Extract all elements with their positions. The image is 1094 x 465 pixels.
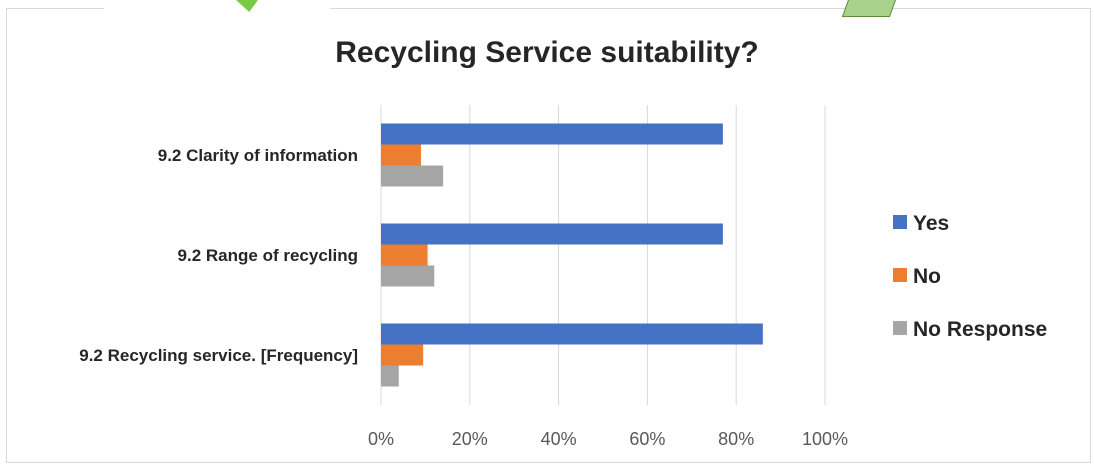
legend-swatch xyxy=(893,268,907,282)
bar xyxy=(381,323,763,345)
category-label: 9.2 Clarity of information xyxy=(158,146,358,165)
legend-swatch xyxy=(893,215,907,229)
legend-label: Yes xyxy=(913,212,949,235)
legend-swatch xyxy=(893,321,907,335)
bar xyxy=(381,244,428,266)
x-tick-label: 0% xyxy=(368,429,394,449)
bar xyxy=(381,223,723,245)
legend-label: No xyxy=(913,265,941,288)
x-tick-label: 80% xyxy=(718,429,754,449)
bar xyxy=(381,365,399,387)
decorative-banner-left xyxy=(104,0,330,14)
bar xyxy=(381,344,424,366)
chart-title: Recycling Service suitability? xyxy=(335,36,759,69)
x-tick-label: 60% xyxy=(629,429,665,449)
category-label: 9.2 Range of recycling xyxy=(178,246,358,265)
x-tick-label: 20% xyxy=(452,429,488,449)
bar xyxy=(381,265,435,287)
x-tick-label: 40% xyxy=(541,429,577,449)
x-tick-label: 100% xyxy=(802,429,848,449)
bar xyxy=(381,123,723,145)
bar xyxy=(381,144,421,166)
bar xyxy=(381,165,444,187)
legend-label: No Response xyxy=(913,318,1047,341)
category-label: 9.2 Recycling service. [Frequency] xyxy=(79,346,358,365)
